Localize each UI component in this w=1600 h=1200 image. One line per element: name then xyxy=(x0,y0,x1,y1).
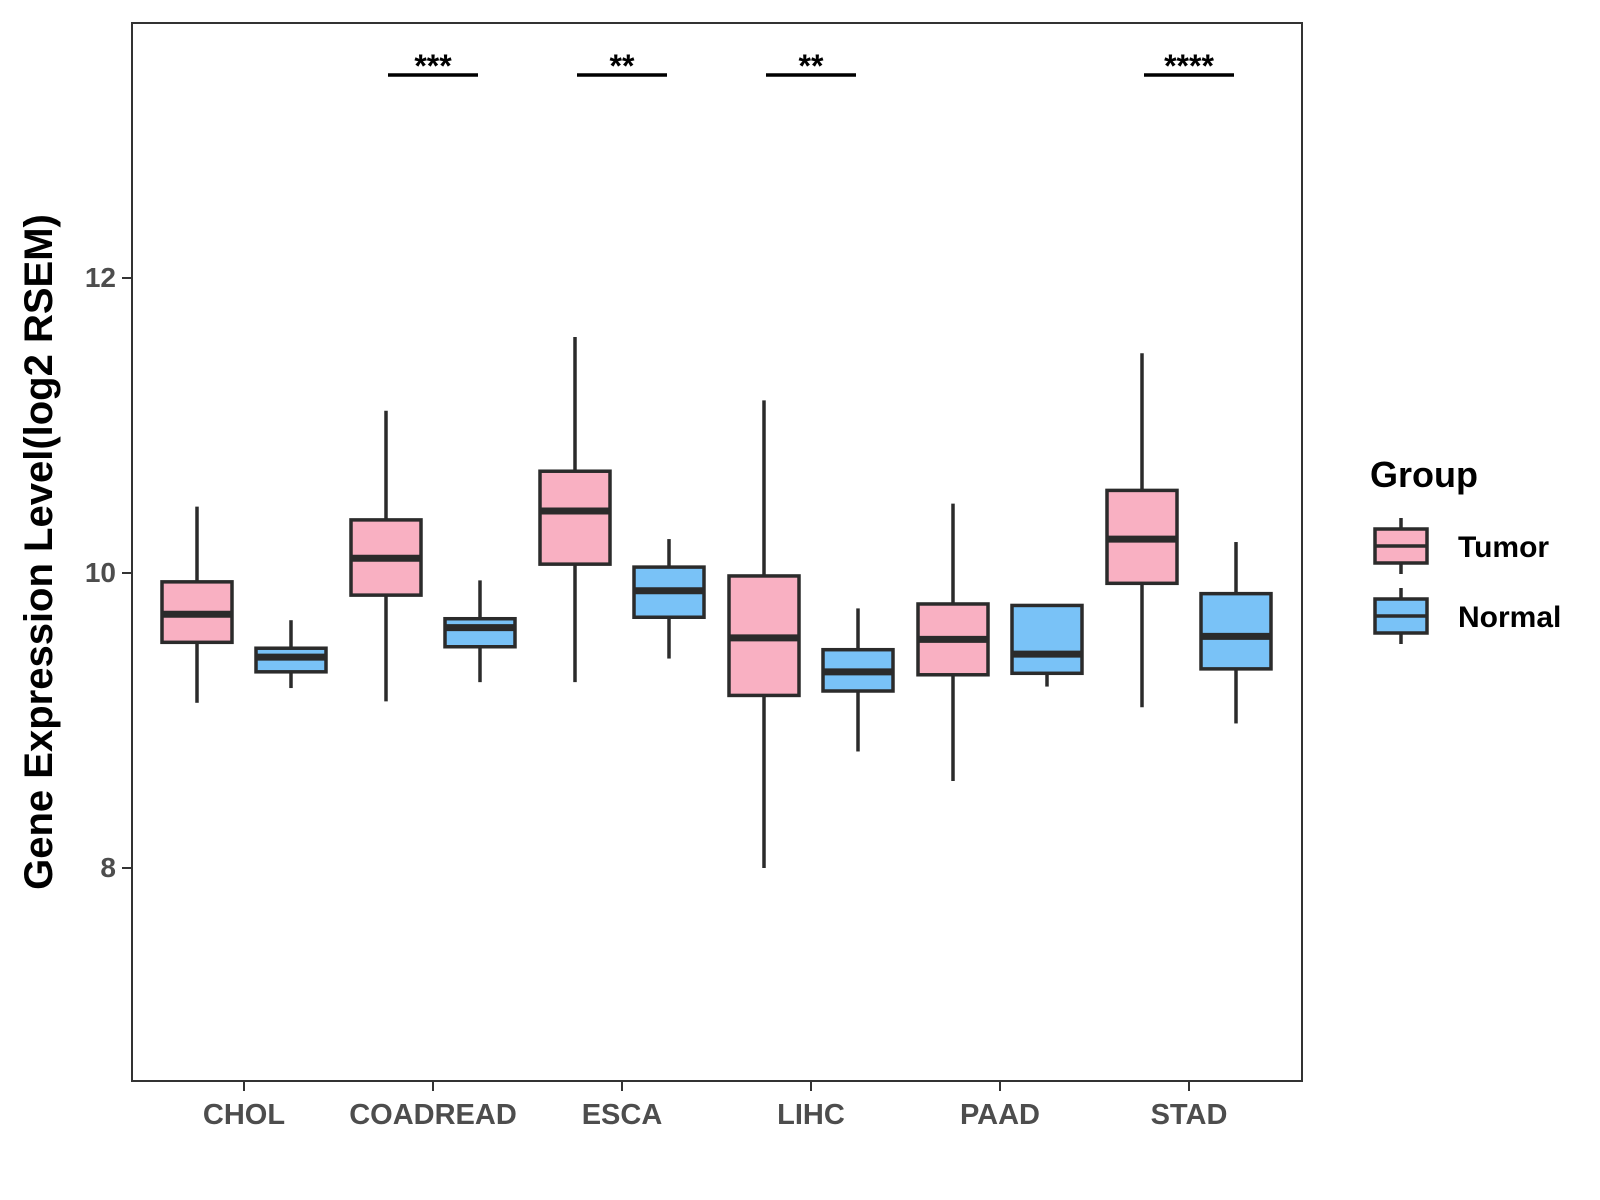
box-tumor-chol xyxy=(160,506,234,703)
significance-label: ** xyxy=(799,48,824,84)
legend-label: Tumor xyxy=(1458,531,1549,564)
legend-item-normal: Normal xyxy=(1373,588,1561,644)
legend-title: Group xyxy=(1370,454,1478,495)
box-normal-coadread xyxy=(443,580,517,683)
box-normal-paad xyxy=(1010,603,1084,687)
box-tumor-stad xyxy=(1105,353,1179,708)
significance-label: **** xyxy=(1164,48,1214,84)
box-normal-chol xyxy=(254,620,328,689)
x-tick-label-paad: PAAD xyxy=(960,1099,1040,1131)
y-tick-label: 10 xyxy=(85,557,116,588)
y-tick-label: 12 xyxy=(85,262,116,293)
x-tick-label-lihc: LIHC xyxy=(777,1099,845,1131)
x-tick-label-coadread: COADREAD xyxy=(349,1099,517,1131)
box-iqr xyxy=(1199,591,1273,671)
box-tumor-paad xyxy=(916,503,990,781)
significance-label: *** xyxy=(414,48,452,84)
y-tick-label: 8 xyxy=(100,852,116,883)
x-tick-label-chol: CHOL xyxy=(203,1099,285,1131)
box-normal-esca xyxy=(632,539,706,659)
box-tumor-lihc xyxy=(727,400,801,868)
significance-coadread: *** xyxy=(388,48,478,84)
significance-lihc: ** xyxy=(766,48,856,84)
y-axis-title: Gene Expression Level(log2 RSEM) xyxy=(17,214,61,890)
box-tumor-esca xyxy=(538,337,612,683)
x-tick-label-esca: ESCA xyxy=(582,1099,663,1131)
box-tumor-coadread xyxy=(349,410,423,702)
legend: Group Tumor Normal xyxy=(1370,454,1561,644)
plot-panel-border xyxy=(131,22,1303,1082)
box-normal-lihc xyxy=(821,608,895,752)
box-iqr xyxy=(443,616,517,649)
significance-stad: **** xyxy=(1144,48,1234,84)
legend-item-tumor: Tumor xyxy=(1373,518,1549,574)
x-tick-label-stad: STAD xyxy=(1151,1099,1228,1131)
significance-label: ** xyxy=(610,48,635,84)
box-iqr xyxy=(538,469,612,566)
box-iqr xyxy=(1010,603,1084,676)
legend-label: Normal xyxy=(1458,601,1561,634)
significance-esca: ** xyxy=(577,48,667,84)
box-normal-stad xyxy=(1199,542,1273,724)
